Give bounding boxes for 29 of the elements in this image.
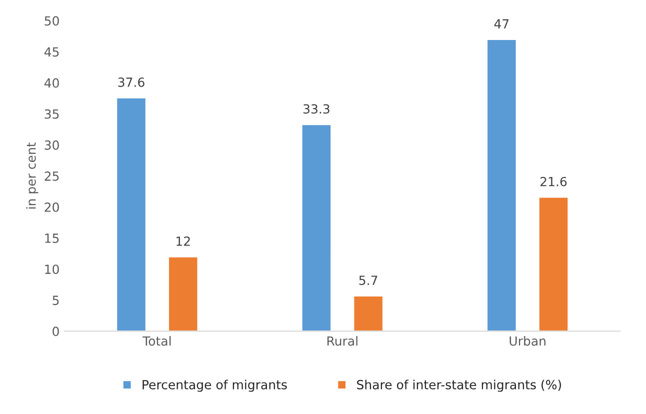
y-tick-label: 5	[52, 296, 59, 306]
bar	[300, 124, 332, 332]
data-label: 37.6	[118, 77, 144, 87]
x-tick-label: Rural	[327, 336, 358, 346]
bar	[538, 196, 570, 332]
bar	[168, 256, 199, 332]
y-tick-label: 0	[52, 326, 59, 336]
y-tick-label: 30	[44, 140, 59, 150]
y-tick-label: 25	[44, 171, 59, 181]
y-tick-label: 35	[44, 109, 59, 119]
y-axis-title: in per cent	[26, 142, 38, 209]
y-tick-label: 40	[44, 78, 59, 88]
x-tick-label: Total	[142, 336, 171, 346]
data-label: 33.3	[303, 104, 330, 114]
bar	[116, 97, 147, 332]
bar	[486, 38, 518, 332]
bar	[352, 295, 384, 332]
y-tick-label: 50	[44, 16, 59, 26]
y-tick-label: 20	[44, 202, 59, 212]
data-label: 21.6	[540, 176, 567, 186]
data-label: 47	[494, 19, 509, 28]
data-label: 12	[176, 236, 190, 246]
x-tick-label: Urban	[510, 336, 546, 346]
legend-label: Percentage of migrants	[142, 380, 287, 392]
y-tick-label: 15	[45, 234, 59, 243]
data-label: 5.7	[359, 276, 378, 286]
y-tick-label: 10	[45, 264, 59, 274]
legend-label: Share of inter-state migrants (%)	[357, 380, 561, 392]
y-tick-label: 45	[44, 47, 59, 57]
